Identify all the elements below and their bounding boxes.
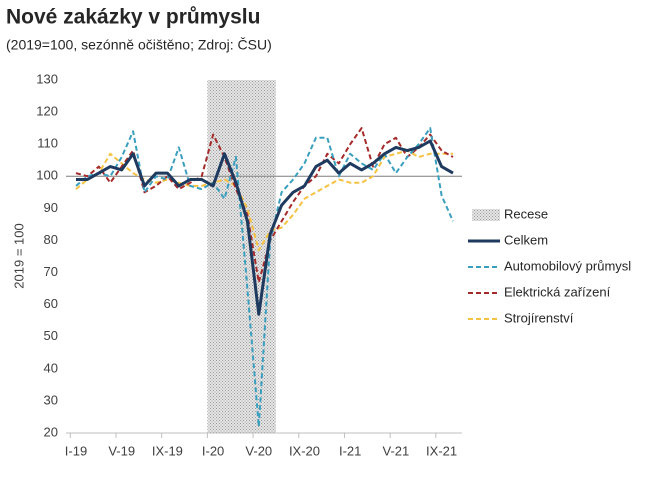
y-axis-label: 2019 = 100	[11, 223, 26, 288]
legend-label: Celkem	[504, 232, 548, 247]
x-tick-label: I-20	[202, 443, 224, 458]
chart-subtitle: (2019=100, sezónně očištěno; Zdroj: ČSU)	[6, 37, 272, 53]
x-tick-label: IX-20	[289, 443, 320, 458]
y-tick-label: 60	[44, 296, 58, 311]
series-line	[75, 127, 454, 428]
y-tick-label: 90	[44, 200, 58, 215]
y-tick-label: 110	[37, 136, 58, 151]
x-tick-label: V-21	[383, 443, 410, 458]
y-tick-label: 30	[44, 392, 58, 407]
y-tick-label: 20	[44, 424, 58, 439]
chart-title: Nové zakázky v průmyslu	[6, 6, 260, 29]
x-tick-label: IX-21	[426, 443, 457, 458]
recession-band	[207, 80, 276, 433]
series-line	[75, 149, 453, 252]
x-tick-label: IX-19	[152, 443, 183, 458]
x-tick-label: I-19	[65, 443, 87, 458]
legend-label: Automobilový průmysl	[504, 258, 631, 273]
x-tick-label: V-20	[245, 443, 272, 458]
legend-label: Recese	[504, 206, 548, 221]
legend-label: Strojírenství	[504, 310, 574, 325]
y-tick-label: 40	[44, 360, 58, 375]
legend-label: Elektrická zařízení	[504, 284, 611, 299]
y-tick-label: 70	[44, 264, 58, 279]
x-tick-label: V-19	[108, 443, 135, 458]
y-tick-label: 100	[36, 168, 58, 183]
y-tick-label: 120	[36, 104, 58, 119]
y-tick-label: 80	[44, 232, 58, 247]
x-tick-label: I-21	[339, 443, 361, 458]
y-tick-label: 130	[36, 71, 58, 86]
legend-swatch	[472, 209, 500, 221]
series-line	[76, 139, 454, 316]
y-tick-label: 50	[44, 328, 58, 343]
